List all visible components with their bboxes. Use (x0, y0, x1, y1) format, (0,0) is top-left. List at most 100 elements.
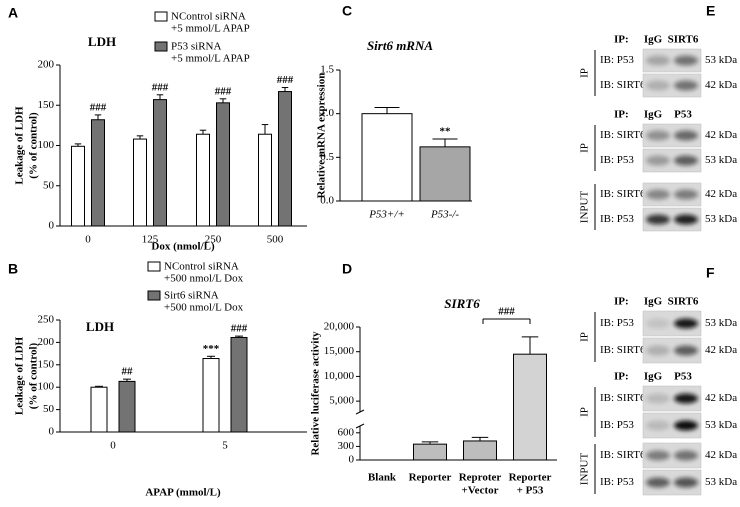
bar (90, 386, 108, 433)
blot-header: SIRT6 (668, 296, 699, 308)
blot-header: IP: (614, 109, 629, 121)
blot-label: IB: SIRT6 (600, 392, 646, 404)
y-tick-label: 1.0 (320, 107, 334, 119)
blot-band (674, 214, 698, 225)
kda-label: 42 kDa (705, 449, 737, 461)
y-tick-label: 100 (38, 381, 55, 393)
bar (258, 133, 272, 227)
bar (216, 102, 230, 227)
blot-membrane (642, 148, 702, 173)
blot-header: IgG (644, 34, 663, 46)
blot-membrane (642, 73, 702, 98)
blot-band (646, 130, 670, 141)
blot-membrane (642, 207, 702, 232)
x-tick-label: Reporter (509, 472, 552, 484)
blot-band (674, 420, 698, 431)
legend-swatch (147, 290, 161, 301)
blot-label: IB: P53 (600, 154, 634, 166)
blot-header: IP: (614, 371, 629, 383)
blot-label: IB: P53 (600, 54, 634, 66)
blot-label: IB: SIRT6 (600, 79, 646, 91)
bar (202, 358, 220, 433)
blot-band (674, 155, 698, 166)
legend-label: NControl siRNA (164, 261, 239, 273)
y-tick-label: 15,000 (324, 345, 355, 357)
blot-band (674, 393, 698, 404)
x-axis-label: APAP (mmol/L) (145, 487, 221, 499)
y-tick-label: 100 (38, 139, 55, 151)
bar (71, 145, 85, 227)
blot-label: IB: P53 (600, 419, 634, 431)
blot-header: P53 (674, 109, 692, 121)
x-tick-label: P53+/+ (368, 209, 405, 221)
x-tick-label: 0 (85, 234, 91, 246)
significance-label: ### (231, 323, 248, 335)
significance-label: ### (215, 85, 232, 97)
panel-letter: A (8, 5, 18, 21)
axis-break (355, 409, 365, 415)
bar (463, 440, 497, 461)
y-tick-label: 0 (349, 454, 355, 466)
x-tick-label: + P53 (517, 485, 544, 497)
y-tick-label: 50 (43, 179, 55, 191)
y-axis-label: Leakage of LDH (14, 336, 26, 415)
bar (278, 91, 292, 227)
blot-band (674, 450, 698, 461)
x-tick-label: 125 (142, 234, 159, 246)
blot-label: IB: P53 (600, 317, 634, 329)
blot-band (646, 189, 670, 200)
blot-band (646, 214, 670, 225)
bar (153, 99, 167, 227)
x-tick-label: 250 (205, 234, 222, 246)
blot-band (646, 345, 670, 356)
y-tick-label: 20,000 (324, 321, 355, 333)
kda-label: 53 kDa (705, 476, 737, 488)
blot-membrane (642, 182, 702, 207)
x-tick-label: 5 (222, 440, 228, 452)
legend-swatch (154, 41, 168, 52)
y-tick-label: 600 (338, 426, 355, 438)
blot-band (674, 318, 698, 329)
group-label: INPUT (579, 453, 591, 486)
chart-title: Sirt6 mRNA (367, 38, 433, 53)
legend-swatch (154, 11, 168, 22)
significance-label: ## (122, 366, 134, 378)
x-tick-label: 0 (110, 440, 116, 452)
y-axis-label: (% of control) (28, 342, 40, 409)
y-tick-label: 1.5 (320, 64, 334, 76)
legend-label: +500 nmol/L Dox (164, 302, 244, 314)
y-tick-label: 300 (338, 440, 355, 452)
blot-label: IB: SIRT6 (600, 344, 646, 356)
bar (413, 443, 447, 461)
blot-band (674, 130, 698, 141)
blot-band (646, 450, 670, 461)
panel-letter: B (8, 261, 18, 277)
y-axis-label: Relative luciferase activity (310, 331, 322, 456)
kda-label: 42 kDa (705, 129, 737, 141)
blot-membrane (642, 48, 702, 73)
y-axis-label: Relative mRNA expression (316, 73, 328, 199)
significance-label: ### (90, 101, 107, 113)
bar (361, 113, 413, 202)
significance-label: *** (203, 343, 220, 355)
chart-title: LDH (88, 34, 116, 49)
blot-band (674, 55, 698, 66)
axis-break (355, 423, 365, 429)
blot-membrane (642, 123, 702, 148)
bar (513, 353, 547, 461)
bar (419, 146, 471, 202)
group-label: IP (579, 407, 591, 417)
y-tick-label: 5,000 (329, 395, 354, 407)
kda-label: 53 kDa (705, 213, 737, 225)
chart-title: SIRT6 (444, 296, 480, 311)
blot-band (674, 477, 698, 488)
blot-label: IB: SIRT6 (600, 449, 646, 461)
legend-label: +5 mmol/L APAP (171, 23, 250, 35)
blot-label: IB: SIRT6 (600, 188, 646, 200)
blot-band (646, 155, 670, 166)
y-tick-label: 150 (38, 99, 55, 111)
blot-header: P53 (674, 371, 692, 383)
blot-label: IB: SIRT6 (600, 129, 646, 141)
blot-band (674, 345, 698, 356)
significance-label: ### (152, 81, 169, 93)
